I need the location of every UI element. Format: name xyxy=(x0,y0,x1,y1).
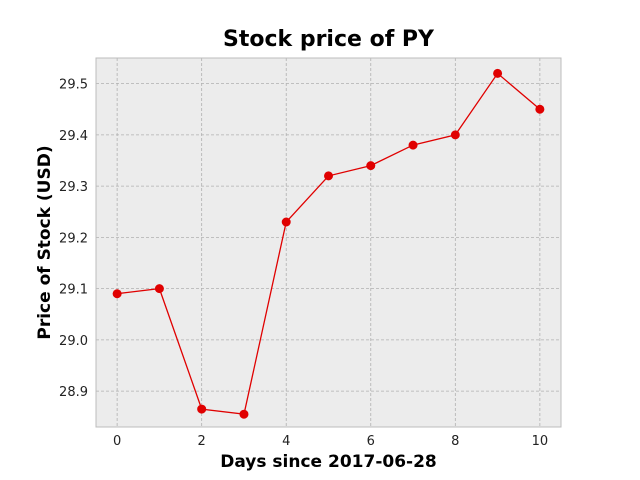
y-tick-label: 28.9 xyxy=(59,385,88,400)
y-axis-label: Price of Stock (USD) xyxy=(35,145,55,339)
data-point xyxy=(239,409,249,419)
data-point xyxy=(408,140,418,150)
plot-frame xyxy=(95,57,562,428)
grid-lines xyxy=(96,58,561,427)
data-point xyxy=(493,68,503,78)
y-tick-label: 29.2 xyxy=(59,231,88,246)
data-series xyxy=(112,68,545,419)
data-point xyxy=(112,289,122,299)
data-point xyxy=(366,161,376,171)
x-tick-label: 10 xyxy=(532,434,549,449)
chart-title: Stock price of PY xyxy=(223,27,435,52)
tick-labels: 0 2 4 6 8 10 28.9 29.0 29.1 29.2 29.3 29.4 29.5 xyxy=(59,78,548,449)
data-point xyxy=(197,404,207,414)
data-point xyxy=(450,130,460,140)
data-point xyxy=(535,104,545,114)
x-tick-label: 8 xyxy=(451,434,459,449)
y-tick-label: 29.3 xyxy=(59,180,88,195)
data-point xyxy=(154,284,164,294)
x-tick-label: 6 xyxy=(367,434,375,449)
y-tick-label: 29.0 xyxy=(59,334,88,349)
x-axis-label: Days since 2017-06-28 xyxy=(220,452,437,472)
x-tick-label: 0 xyxy=(113,434,121,449)
y-tick-label: 29.1 xyxy=(59,283,88,298)
plot-area xyxy=(96,58,561,427)
x-tick-label: 2 xyxy=(198,434,206,449)
y-tick-label: 29.4 xyxy=(59,129,88,144)
data-point xyxy=(281,217,291,227)
x-tick-label: 4 xyxy=(282,434,290,449)
data-point xyxy=(324,171,333,181)
y-tick-label: 29.5 xyxy=(59,78,88,93)
